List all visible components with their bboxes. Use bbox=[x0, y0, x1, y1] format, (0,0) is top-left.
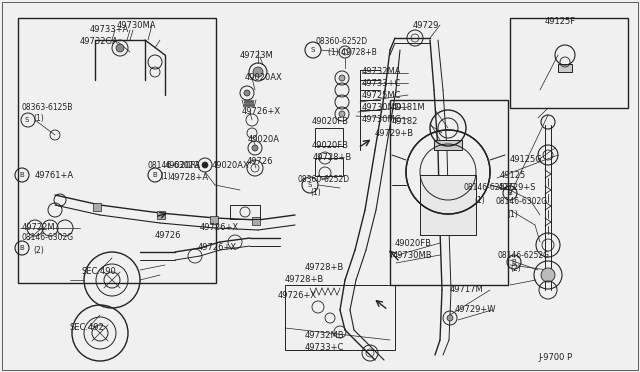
Text: 49732MA: 49732MA bbox=[362, 67, 401, 77]
Text: 49732MB: 49732MB bbox=[305, 330, 344, 340]
Text: 49125F: 49125F bbox=[545, 17, 576, 26]
Circle shape bbox=[339, 111, 345, 117]
Text: J-9700 P: J-9700 P bbox=[538, 353, 572, 362]
Text: 49020AX: 49020AX bbox=[245, 74, 283, 83]
Text: 49761+A: 49761+A bbox=[35, 170, 74, 180]
Text: 49733+C: 49733+C bbox=[362, 78, 401, 87]
Bar bbox=[18, 18, 216, 283]
Text: B: B bbox=[511, 259, 516, 265]
Bar bbox=[434, 140, 462, 150]
Bar bbox=[230, 205, 260, 219]
Bar bbox=[252, 217, 260, 225]
Circle shape bbox=[116, 44, 124, 52]
Text: 49730MA: 49730MA bbox=[117, 20, 157, 29]
Bar bbox=[315, 158, 343, 176]
Text: B: B bbox=[20, 245, 24, 251]
Text: 49728+B: 49728+B bbox=[285, 276, 324, 285]
Text: S: S bbox=[311, 47, 315, 53]
Text: SEC.490: SEC.490 bbox=[82, 267, 116, 276]
Text: 49730MD: 49730MD bbox=[362, 103, 403, 112]
Text: (1) 49728+B: (1) 49728+B bbox=[328, 48, 377, 57]
Text: 08146-6252G: 08146-6252G bbox=[498, 250, 550, 260]
Bar bbox=[315, 128, 343, 146]
Circle shape bbox=[447, 315, 453, 321]
Text: 49181M: 49181M bbox=[392, 103, 426, 112]
Text: 08360-6252D: 08360-6252D bbox=[298, 176, 350, 185]
Circle shape bbox=[244, 90, 250, 96]
Bar bbox=[157, 211, 165, 219]
Text: 49729+B: 49729+B bbox=[375, 128, 414, 138]
Text: 49723M: 49723M bbox=[240, 51, 274, 60]
Circle shape bbox=[339, 75, 345, 81]
Text: 08360-6252D: 08360-6252D bbox=[315, 38, 367, 46]
Text: B: B bbox=[152, 172, 157, 178]
Text: 49125: 49125 bbox=[500, 170, 526, 180]
Text: 49182: 49182 bbox=[392, 118, 419, 126]
Text: 49730MB: 49730MB bbox=[393, 250, 433, 260]
Text: 08363-6125B: 08363-6125B bbox=[22, 103, 74, 112]
Text: 49717M: 49717M bbox=[450, 285, 484, 295]
Text: 49733+A: 49733+A bbox=[90, 26, 129, 35]
Text: 49728+B: 49728+B bbox=[313, 153, 352, 161]
Text: 49733+C: 49733+C bbox=[305, 343, 344, 353]
Text: 49728+A: 49728+A bbox=[170, 173, 209, 183]
Text: 08146-6302G: 08146-6302G bbox=[22, 234, 74, 243]
Text: 49729+W: 49729+W bbox=[455, 305, 497, 314]
Text: 08146-6302G: 08146-6302G bbox=[496, 198, 548, 206]
Text: B: B bbox=[508, 190, 513, 196]
Text: 49726: 49726 bbox=[155, 231, 182, 240]
Text: 49726+X: 49726+X bbox=[200, 224, 239, 232]
Bar bbox=[558, 64, 572, 72]
Text: 49725MC: 49725MC bbox=[362, 90, 401, 99]
Bar bbox=[210, 216, 218, 224]
Text: 49020AX: 49020AX bbox=[212, 160, 250, 170]
Text: 49726+X: 49726+X bbox=[242, 108, 281, 116]
Circle shape bbox=[253, 67, 263, 77]
Text: 08146-6302G: 08146-6302G bbox=[148, 160, 200, 170]
Text: 49730MC: 49730MC bbox=[362, 115, 402, 124]
Text: (2): (2) bbox=[510, 263, 521, 273]
Text: (1): (1) bbox=[160, 173, 171, 182]
Text: (1): (1) bbox=[474, 196, 484, 205]
Text: 49722M: 49722M bbox=[22, 224, 56, 232]
Text: (1): (1) bbox=[33, 113, 44, 122]
Circle shape bbox=[202, 162, 208, 168]
Bar bbox=[390, 100, 508, 285]
Text: (1): (1) bbox=[507, 211, 518, 219]
Text: (2): (2) bbox=[33, 246, 44, 254]
Text: 49020FB: 49020FB bbox=[312, 141, 349, 150]
Text: 49726+X: 49726+X bbox=[198, 244, 237, 253]
Text: 49020FA: 49020FA bbox=[165, 160, 201, 170]
Text: 49020FB: 49020FB bbox=[312, 118, 349, 126]
Bar bbox=[285, 285, 395, 350]
Text: 49020A: 49020A bbox=[248, 135, 280, 144]
Bar bbox=[93, 203, 101, 211]
Circle shape bbox=[541, 268, 555, 282]
Text: 49020FB: 49020FB bbox=[395, 238, 432, 247]
Text: 49729: 49729 bbox=[413, 20, 440, 29]
Bar bbox=[420, 175, 476, 235]
Text: S: S bbox=[25, 117, 29, 123]
Text: 49732GA: 49732GA bbox=[80, 38, 119, 46]
Text: S: S bbox=[308, 182, 312, 188]
Text: 49726+X: 49726+X bbox=[278, 292, 317, 301]
Bar bbox=[510, 18, 628, 108]
Text: 49125G: 49125G bbox=[510, 155, 543, 164]
Text: 08146-6252G: 08146-6252G bbox=[464, 183, 516, 192]
Text: (1): (1) bbox=[310, 187, 321, 196]
Text: 49729+S: 49729+S bbox=[498, 183, 536, 192]
Text: SEC.492: SEC.492 bbox=[70, 324, 105, 333]
Text: B: B bbox=[20, 172, 24, 178]
Text: 49726: 49726 bbox=[247, 157, 273, 167]
Circle shape bbox=[252, 145, 258, 151]
Text: 49728+B: 49728+B bbox=[305, 263, 344, 273]
